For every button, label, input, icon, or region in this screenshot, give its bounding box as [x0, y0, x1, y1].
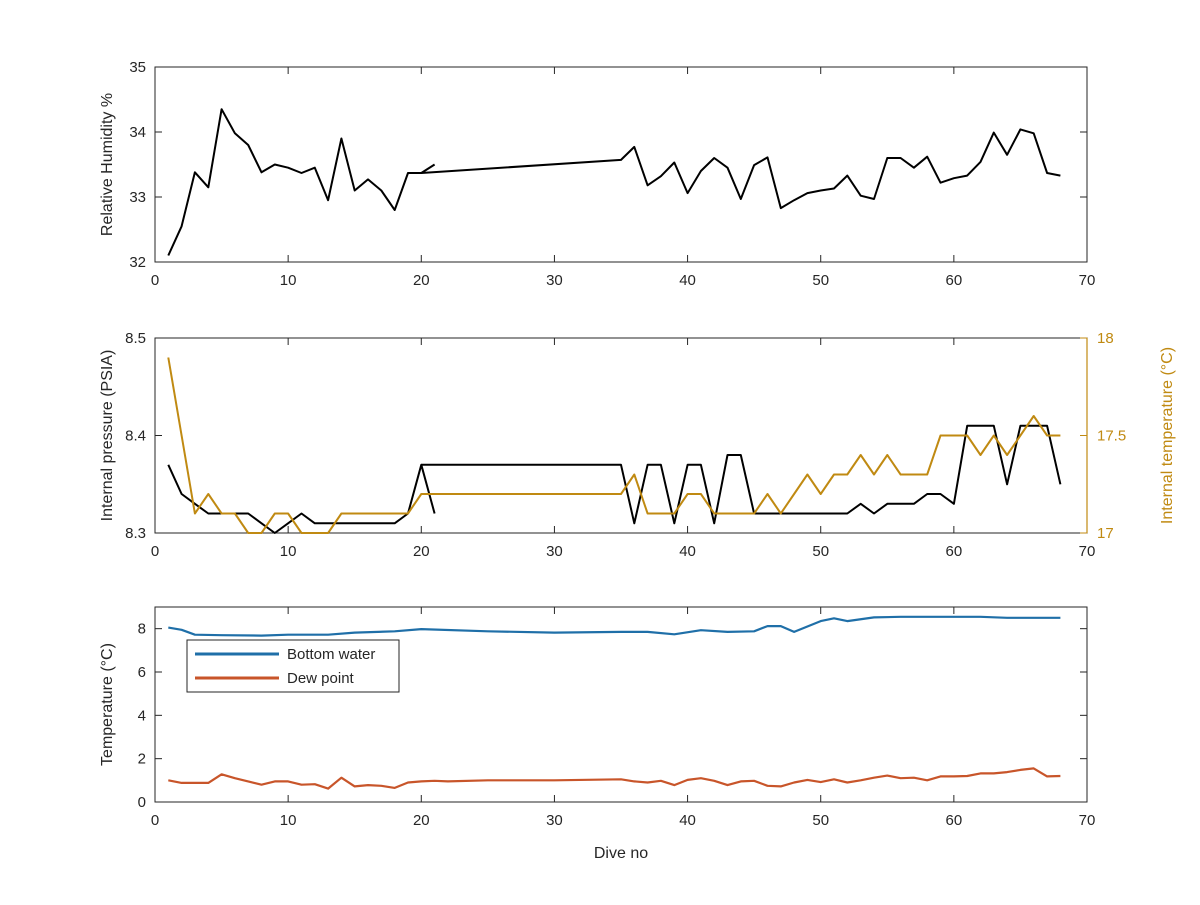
x-tick-label: 40 [679, 272, 696, 289]
x-tick-label: 30 [546, 543, 563, 560]
x-tick-label: 50 [812, 543, 829, 560]
y-right-tick-label: 18 [1097, 330, 1114, 347]
y-tick-label: 33 [129, 189, 146, 206]
y-axis-label: Temperature (°C) [99, 643, 116, 766]
x-tick-label: 10 [280, 543, 297, 560]
axes-box [154, 606, 1088, 803]
x-tick-label: 30 [546, 812, 563, 829]
y-tick-label: 35 [129, 59, 146, 76]
series-line-middle-3 [167, 357, 1061, 534]
series-line-bottom-1 [168, 615, 1061, 637]
axes-box [154, 66, 1088, 263]
y-tick-label: 8.3 [125, 525, 146, 542]
y-tick-label: 34 [129, 124, 146, 141]
y-axis-label: Relative Humidity % [99, 93, 116, 236]
y-axis-label: Internal pressure (PSIA) [99, 350, 116, 522]
panel-middle: 0 10 20 30 40 50 60 70 8.3 8.4 8.5 17 17.5 18 Internal… [99, 330, 1176, 560]
x-tick-label: 70 [1079, 543, 1096, 560]
y-tick-label: 8.4 [125, 428, 146, 445]
x-tick-label: 60 [946, 543, 963, 560]
series-line-top-2 [421, 128, 1061, 210]
legend: Bottom water Dew point [186, 639, 400, 693]
x-tick-label: 60 [946, 812, 963, 829]
panel-bottom: 0 10 20 30 40 50 60 70 0 2 4 6 8 Temperature (°C) Dive… [99, 606, 1096, 862]
x-tick-label: 70 [1079, 272, 1096, 289]
x-tick-label: 40 [679, 812, 696, 829]
series-line-middle-1 [167, 463, 436, 534]
y-right-tick-label: 17.5 [1097, 428, 1126, 445]
series-line-top-1 [167, 108, 436, 256]
legend-label: Dew point [287, 670, 355, 687]
y-tick-label: 8.5 [125, 330, 146, 347]
y-tick-label: 0 [138, 794, 146, 811]
x-axis-label: Dive no [594, 845, 648, 862]
x-tick-label: 10 [280, 272, 297, 289]
x-tick-label: 20 [413, 272, 430, 289]
x-tick-label: 0 [151, 272, 159, 289]
x-tick-label: 10 [280, 812, 297, 829]
x-tick-label: 40 [679, 543, 696, 560]
series-line-middle-2 [421, 424, 1062, 525]
y-tick-label: 8 [138, 621, 146, 638]
x-tick-label: 30 [546, 272, 563, 289]
x-tick-label: 0 [151, 812, 159, 829]
x-tick-label: 60 [946, 272, 963, 289]
series-line-bottom-2 [168, 767, 1061, 790]
x-tick-label: 0 [151, 543, 159, 560]
y-right-axis-label: Internal temperature (°C) [1159, 347, 1176, 524]
x-tick-label: 20 [413, 543, 430, 560]
y-right-tick-label: 17 [1097, 525, 1114, 542]
y-tick-label: 2 [138, 751, 146, 768]
x-tick-label: 70 [1079, 812, 1096, 829]
x-tick-label: 50 [812, 272, 829, 289]
x-tick-label: 50 [812, 812, 829, 829]
x-tick-label: 20 [413, 812, 430, 829]
legend-label: Bottom water [287, 646, 375, 663]
y-tick-label: 32 [129, 254, 146, 271]
panel-top: 0 10 20 30 40 50 60 70 32 33 34 35 Relative Humidity… [99, 59, 1095, 289]
y-tick-label: 4 [138, 707, 146, 724]
legend-box [186, 639, 400, 693]
y-tick-label: 6 [138, 664, 146, 681]
